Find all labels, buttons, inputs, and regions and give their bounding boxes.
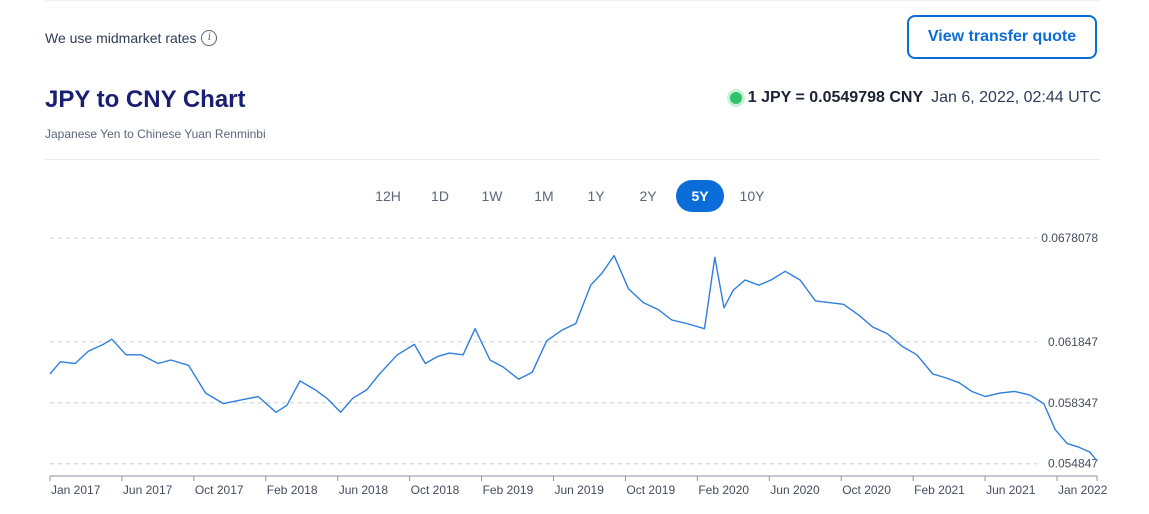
tab-1m[interactable]: 1M <box>520 180 568 212</box>
live-status-dot-icon <box>729 92 742 104</box>
tab-10y[interactable]: 10Y <box>728 180 776 212</box>
y-tick-label: 0.0678078 <box>1041 231 1098 245</box>
x-tick-label: Feb 2021 <box>914 483 965 497</box>
tab-1d[interactable]: 1D <box>416 180 464 212</box>
page-title: JPY to CNY Chart <box>45 86 246 113</box>
x-tick-label: Oct 2018 <box>411 483 460 497</box>
rate-series-line <box>49 254 1098 462</box>
header-divider <box>45 159 1100 160</box>
x-tick-label: Jun 2019 <box>555 483 605 497</box>
view-transfer-quote-button[interactable]: View transfer quote <box>907 15 1097 59</box>
x-tick-label: Jan 2022 <box>1058 483 1108 497</box>
info-icon[interactable]: i <box>201 30 218 46</box>
tab-1w[interactable]: 1W <box>468 180 516 212</box>
top-rule <box>45 0 1100 1</box>
x-tick-label: Jun 2018 <box>339 483 389 497</box>
tab-12h[interactable]: 12H <box>364 180 412 212</box>
x-tick-label: Jun 2021 <box>986 483 1036 497</box>
x-tick-label: Jan 2017 <box>51 483 101 497</box>
x-tick-label: Jun 2017 <box>123 483 173 497</box>
y-tick-label: 0.061847 <box>1048 335 1098 349</box>
x-tick-label: Oct 2017 <box>195 483 244 497</box>
rate-timestamp: Jan 6, 2022, 02:44 UTC <box>931 89 1101 106</box>
rates-note-text: We use midmarket rates <box>45 30 197 46</box>
time-range-tabs: 12H 1D 1W 1M 1Y 2Y 5Y 10Y <box>364 180 780 212</box>
tab-2y[interactable]: 2Y <box>624 180 672 212</box>
rate-value: 1 JPY = 0.0549798 CNY <box>747 89 924 106</box>
midmarket-rates-note: We use midmarket rates i <box>45 30 218 46</box>
page-subtitle: Japanese Yen to Chinese Yuan Renminbi <box>45 127 266 141</box>
x-tick-label: Oct 2019 <box>626 483 675 497</box>
tab-1y[interactable]: 1Y <box>572 180 620 212</box>
y-tick-label: 0.054847 <box>1048 457 1098 471</box>
x-tick-label: Jun 2020 <box>770 483 820 497</box>
exchange-rate-line-chart[interactable]: 0.0678078 0.061847 0.058347 0.054847 Jan 201… <box>0 230 1149 514</box>
x-tick-label: Feb 2020 <box>698 483 749 497</box>
x-tick-label: Feb 2019 <box>483 483 534 497</box>
x-tick-label: Feb 2018 <box>267 483 318 497</box>
current-rate: 1 JPY = 0.0549798 CNY Jan 6, 2022, 02:44… <box>729 89 1101 107</box>
tab-5y[interactable]: 5Y <box>676 180 724 212</box>
x-tick-label: Oct 2020 <box>842 483 891 497</box>
y-tick-label: 0.058347 <box>1048 396 1098 410</box>
